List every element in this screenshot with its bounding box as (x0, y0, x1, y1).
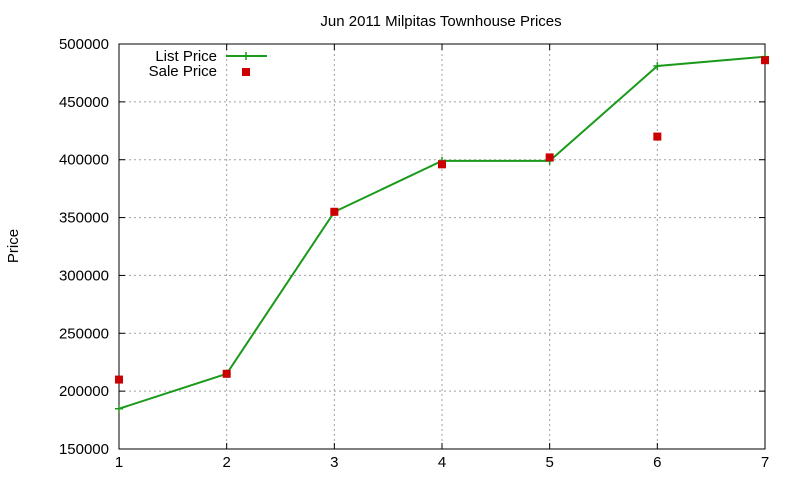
sale-price-point (545, 153, 554, 162)
x-tick-label: 5 (545, 454, 553, 471)
list-price-point (115, 404, 123, 413)
x-tick-label: 3 (330, 454, 338, 471)
legend-label-sale-price: Sale Price (149, 63, 217, 80)
x-tick-label: 4 (438, 454, 446, 471)
y-axis-label: Price (5, 229, 22, 263)
y-tick-label: 150000 (59, 441, 109, 458)
sale-price-point (330, 207, 339, 216)
grid (119, 44, 765, 449)
x-tick-label: 7 (761, 454, 769, 471)
x-tick-label: 2 (222, 454, 230, 471)
sale-price-point (653, 132, 662, 141)
x-tick-label: 1 (115, 454, 123, 471)
y-tick-label: 450000 (59, 94, 109, 111)
legend-label-list-price: List Price (155, 48, 217, 65)
y-tick-label: 350000 (59, 210, 109, 227)
series-layer (115, 52, 769, 413)
sale-price-point (115, 375, 123, 384)
y-tick-label: 500000 (59, 36, 109, 53)
sale-price-point (761, 56, 769, 65)
list-price-point (653, 61, 662, 70)
sale-price-point (438, 160, 446, 169)
y-tick-label: 200000 (59, 383, 109, 400)
chart-title: Jun 2011 Milpitas Townhouse Prices (320, 13, 561, 30)
x-tick-label: 6 (653, 454, 661, 471)
legend-swatch-sale-price (242, 68, 250, 76)
y-tick-label: 400000 (59, 152, 109, 169)
y-tick-label: 300000 (59, 267, 109, 284)
sale-price-point (222, 369, 231, 378)
ticks: 1 2 3 4 5 6 7 150000 200000 250000 300000 350000 400… (59, 36, 769, 471)
y-tick-label: 250000 (59, 325, 109, 342)
